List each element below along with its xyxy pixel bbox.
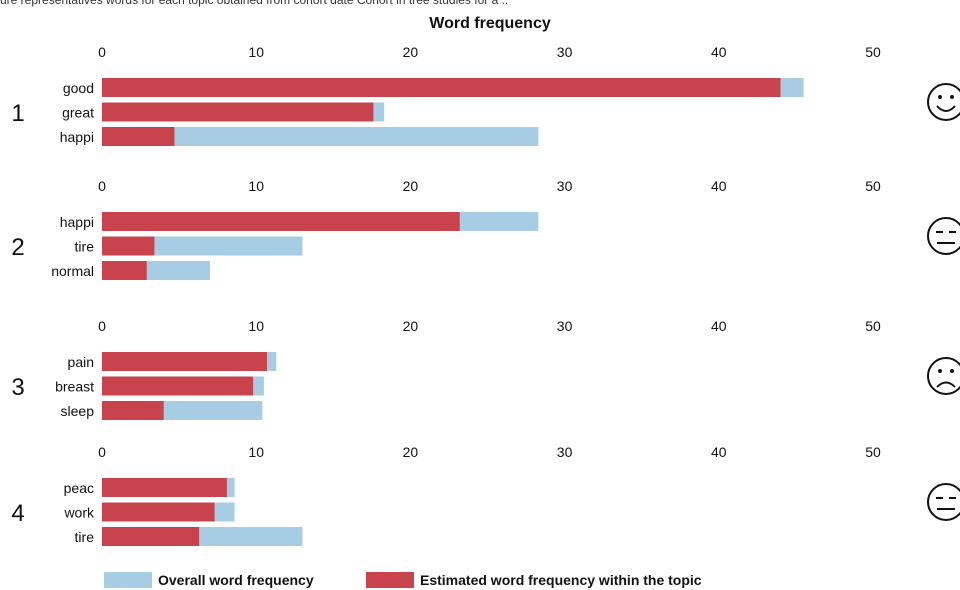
bar-topic-sleep: [102, 401, 164, 420]
x-tick-label: 20: [403, 318, 419, 334]
bar-topic-work: [102, 502, 215, 522]
smile-icon-eye-left: [938, 95, 942, 99]
x-tick-label: 40: [711, 444, 727, 460]
x-tick-label: 50: [865, 444, 881, 460]
sad-icon-eye-left: [938, 369, 942, 373]
bar-topic-pain: [102, 352, 267, 371]
neutral-icon: [927, 217, 960, 255]
legend-swatch-overall: [104, 572, 152, 588]
neutral-icon-outline: [927, 217, 960, 255]
x-tick-label: 40: [711, 44, 727, 60]
x-tick-label: 20: [403, 178, 419, 194]
category-label: breast: [55, 379, 94, 395]
category-label: peac: [64, 480, 94, 496]
legend-label-overall: Overall word frequency: [158, 572, 314, 588]
topic-number: 1: [11, 100, 24, 127]
chart-title: Word frequency: [429, 15, 551, 32]
sad-icon-mouth: [936, 381, 956, 388]
x-tick-label: 10: [248, 178, 264, 194]
category-label: good: [63, 80, 94, 96]
x-tick-label: 50: [865, 44, 881, 60]
x-tick-label: 20: [403, 444, 419, 460]
smile-icon: [927, 83, 960, 121]
topic-panel-4: 0 10 20 30 40 50 4 peac work tire: [11, 444, 960, 546]
legend-2: Estimated word frequency within the topi…: [366, 570, 702, 590]
bar-topic-peac: [102, 478, 227, 497]
sad-icon-outline: [927, 357, 960, 395]
category-label: normal: [51, 263, 94, 279]
topic-panel-2: 0 10 20 30 40 50 2 happi tire normal: [11, 178, 960, 280]
x-tick-label: 30: [557, 178, 573, 194]
sad-icon-eye-right: [950, 369, 954, 373]
x-tick-label: 20: [403, 44, 419, 60]
x-tick-label: 30: [557, 318, 573, 334]
topic-panel-1: 0 10 20 30 40 50 1 good great happi: [11, 44, 960, 146]
smile-icon-eye-right: [950, 95, 954, 99]
x-tick-label: 0: [98, 444, 106, 460]
category-label: happi: [60, 214, 94, 230]
x-tick-label: 50: [865, 178, 881, 194]
smile-icon-mouth: [936, 105, 956, 112]
topic-number: 4: [11, 500, 24, 527]
bar-topic-happi: [102, 127, 175, 146]
category-label: work: [63, 505, 95, 521]
bar-topic-tire: [102, 236, 155, 256]
x-tick-label: 30: [557, 444, 573, 460]
bar-topic-great: [102, 102, 374, 122]
bar-overall-happi: [102, 127, 539, 146]
x-tick-label: 0: [98, 318, 106, 334]
x-tick-label: 40: [711, 178, 727, 194]
category-label: pain: [68, 354, 94, 370]
topic-number: 2: [11, 234, 24, 261]
category-label: happi: [60, 129, 94, 145]
sad-icon: [927, 357, 960, 395]
topic-number: 3: [11, 374, 24, 401]
category-label: great: [62, 105, 94, 121]
x-tick-label: 0: [98, 44, 106, 60]
x-tick-label: 10: [248, 444, 264, 460]
bar-topic-happi: [102, 212, 460, 231]
topic-panel-3: 0 10 20 30 40 50 3 pain breast sleep: [11, 318, 960, 420]
neutral-icon-outline: [927, 483, 960, 521]
figure-caption-fragment: ure representatives words for each topic…: [0, 0, 509, 7]
legend: Overall word frequency: [104, 570, 314, 590]
x-tick-label: 0: [98, 178, 106, 194]
smile-icon-outline: [927, 83, 960, 121]
bar-topic-good: [102, 78, 781, 97]
legend-swatch-topic: [366, 572, 414, 588]
x-tick-label: 10: [248, 318, 264, 334]
legend-label-topic: Estimated word frequency within the topi…: [420, 572, 702, 588]
bar-topic-tire: [102, 527, 200, 546]
x-tick-label: 50: [865, 318, 881, 334]
x-tick-label: 40: [711, 318, 727, 334]
neutral-icon: [927, 483, 960, 521]
x-tick-label: 10: [248, 44, 264, 60]
bar-topic-breast: [102, 376, 254, 396]
bar-topic-normal: [102, 261, 147, 280]
category-label: sleep: [61, 403, 95, 419]
category-label: tire: [75, 529, 95, 545]
x-tick-label: 30: [557, 44, 573, 60]
category-label: tire: [75, 239, 95, 255]
